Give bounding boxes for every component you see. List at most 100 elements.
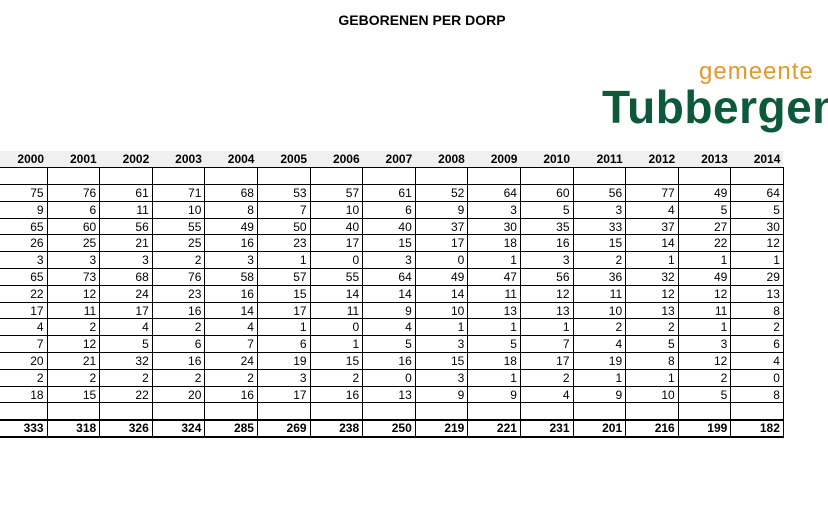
data-cell: 65 [0, 217, 48, 236]
data-cell: 9 [362, 301, 416, 320]
data-cell: 16 [204, 284, 258, 303]
data-cell: 11 [467, 284, 521, 303]
data-cell: 17 [519, 352, 574, 370]
data-cell: 23 [256, 234, 311, 253]
data-cell: 3 [256, 368, 311, 387]
data-cell: 2 [309, 368, 364, 387]
data-row: 9 6 11 10 8 7 10 6 9 3 5 3 4 5 5 [0, 200, 784, 219]
empty-cell [151, 402, 206, 421]
empty-cell [0, 402, 48, 421]
data-cell: 1 [572, 368, 627, 387]
data-cell: 13 [519, 301, 574, 320]
data-cell: 30 [467, 217, 521, 236]
data-cell: 4 [204, 318, 258, 337]
empty-cell [572, 167, 627, 186]
data-cell: 10 [625, 385, 679, 404]
year-header: 2004 [204, 151, 258, 169]
empty-cell [730, 402, 784, 421]
data-cell: 64 [362, 268, 416, 286]
total-cell: 182 [730, 418, 784, 438]
data-cell: 3 [46, 251, 101, 270]
data-cell: 77 [625, 184, 679, 202]
empty-cell [46, 167, 101, 186]
data-cell: 12 [519, 284, 574, 303]
data-cell: 2 [519, 368, 574, 387]
data-cell: 23 [151, 284, 206, 303]
data-cell: 13 [362, 385, 416, 404]
data-cell: 12 [677, 284, 732, 303]
total-cell: 333 [0, 418, 48, 438]
data-cell: 3 [204, 251, 258, 270]
empty-cell [572, 402, 627, 421]
data-cell: 5 [730, 200, 784, 219]
data-cell: 1 [625, 368, 679, 387]
data-cell: 1 [467, 251, 521, 270]
data-cell: 16 [519, 234, 574, 253]
data-cell: 20 [0, 352, 48, 370]
data-cell: 61 [99, 184, 153, 202]
data-cell: 8 [730, 385, 784, 404]
empty-cell [625, 167, 679, 186]
data-cell: 9 [414, 200, 469, 219]
year-header: 2001 [47, 151, 100, 169]
data-cell: 4 [0, 318, 48, 337]
data-row: 65 60 56 55 49 50 40 40 37 30 35 33 37 27 30 [0, 217, 784, 236]
data-cell: 2 [572, 318, 627, 337]
data-cell: 18 [467, 234, 521, 253]
data-cell: 1 [256, 318, 311, 337]
data-cell: 15 [572, 234, 627, 253]
data-cell: 53 [256, 184, 311, 202]
data-cell: 5 [467, 335, 521, 354]
data-cell: 2 [46, 368, 101, 387]
data-cell: 60 [519, 184, 574, 202]
data-cell: 3 [414, 368, 469, 387]
data-cell: 12 [46, 335, 101, 354]
data-cell: 5 [362, 335, 416, 354]
data-cell: 65 [0, 268, 48, 286]
data-cell: 1 [309, 335, 364, 354]
data-cell: 60 [46, 217, 101, 236]
data-cell: 47 [467, 268, 521, 286]
data-cell: 2 [151, 368, 206, 387]
data-cell: 11 [572, 284, 627, 303]
data-cell: 0 [309, 318, 364, 337]
data-cell: 1 [677, 251, 732, 270]
data-cell: 57 [256, 268, 311, 286]
data-cell: 3 [572, 200, 627, 219]
data-cell: 49 [677, 268, 732, 286]
data-cell: 24 [99, 284, 153, 303]
data-cell: 32 [99, 352, 153, 370]
year-header: 2007 [362, 151, 416, 169]
data-cell: 68 [99, 268, 153, 286]
data-cell: 25 [151, 234, 206, 253]
data-cell: 10 [572, 301, 627, 320]
data-cell: 24 [204, 352, 258, 370]
data-cell: 8 [204, 200, 258, 219]
empty-cell [46, 402, 101, 421]
data-cell: 6 [256, 335, 311, 354]
births-table: 2000 2001 2002 2003 2004 2005 2006 2007 2008 2009… [0, 151, 784, 438]
data-cell: 56 [519, 268, 574, 286]
empty-cell [151, 167, 206, 186]
data-cell: 1 [677, 318, 732, 337]
data-cell: 17 [0, 301, 48, 320]
data-cell: 17 [309, 234, 364, 253]
data-cell: 4 [572, 335, 627, 354]
data-cell: 1 [414, 318, 469, 337]
data-cell: 0 [309, 251, 364, 270]
data-cell: 7 [204, 335, 258, 354]
data-row: 18 15 22 20 16 17 16 13 9 9 4 9 10 5 8 [0, 385, 784, 404]
data-cell: 2 [572, 251, 627, 270]
year-header: 2013 [678, 151, 731, 169]
data-cell: 9 [0, 200, 48, 219]
data-cell: 3 [677, 335, 732, 354]
empty-cell [519, 167, 574, 186]
data-cell: 49 [414, 268, 469, 286]
data-row: 17 11 17 16 14 17 11 9 10 13 13 10 13 11 8 [0, 301, 784, 320]
total-cell: 318 [46, 418, 101, 438]
data-cell: 2 [0, 368, 48, 387]
data-cell: 20 [151, 385, 206, 404]
empty-cell [362, 402, 416, 421]
data-cell: 3 [414, 335, 469, 354]
